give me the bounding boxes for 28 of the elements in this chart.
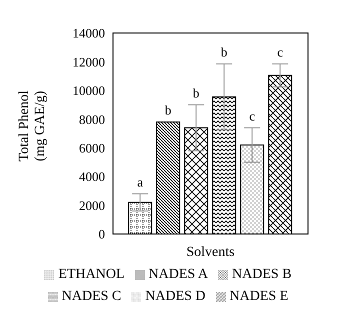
annotation: c <box>277 44 284 60</box>
y-tick-label: 2000 <box>79 198 105 213</box>
bar <box>184 127 208 234</box>
y-axis-title: Total Phenol (mg GAE/g) <box>17 90 48 162</box>
annotation: a <box>137 174 144 190</box>
y-tick-label: 10000 <box>72 83 105 98</box>
annotation: b <box>192 85 200 100</box>
y-tick-label: 4000 <box>79 169 105 184</box>
legend-label: NADES B <box>232 267 292 282</box>
legend-label: NADES E <box>230 289 288 304</box>
bar <box>128 202 152 234</box>
bar <box>268 74 292 234</box>
y-tick-label: 8000 <box>79 112 105 127</box>
x-axis-title: Solvents <box>186 245 235 260</box>
legend-label: NADES D <box>145 289 206 304</box>
y-tick-label: 12000 <box>72 54 105 70</box>
annotation: b <box>164 102 172 118</box>
legend-label: NADES A <box>148 267 208 282</box>
annotation: c <box>249 108 256 124</box>
bar <box>212 96 236 234</box>
legend-label: ETHANOL <box>58 267 125 282</box>
y-tick-label: 0 <box>98 226 105 242</box>
legend-label: NADES C <box>62 289 122 304</box>
bar <box>240 144 264 234</box>
y-tick-label: 6000 <box>79 140 105 156</box>
bar <box>156 122 180 234</box>
annotation: b <box>220 44 228 60</box>
y-tick-label: 14000 <box>72 26 105 41</box>
